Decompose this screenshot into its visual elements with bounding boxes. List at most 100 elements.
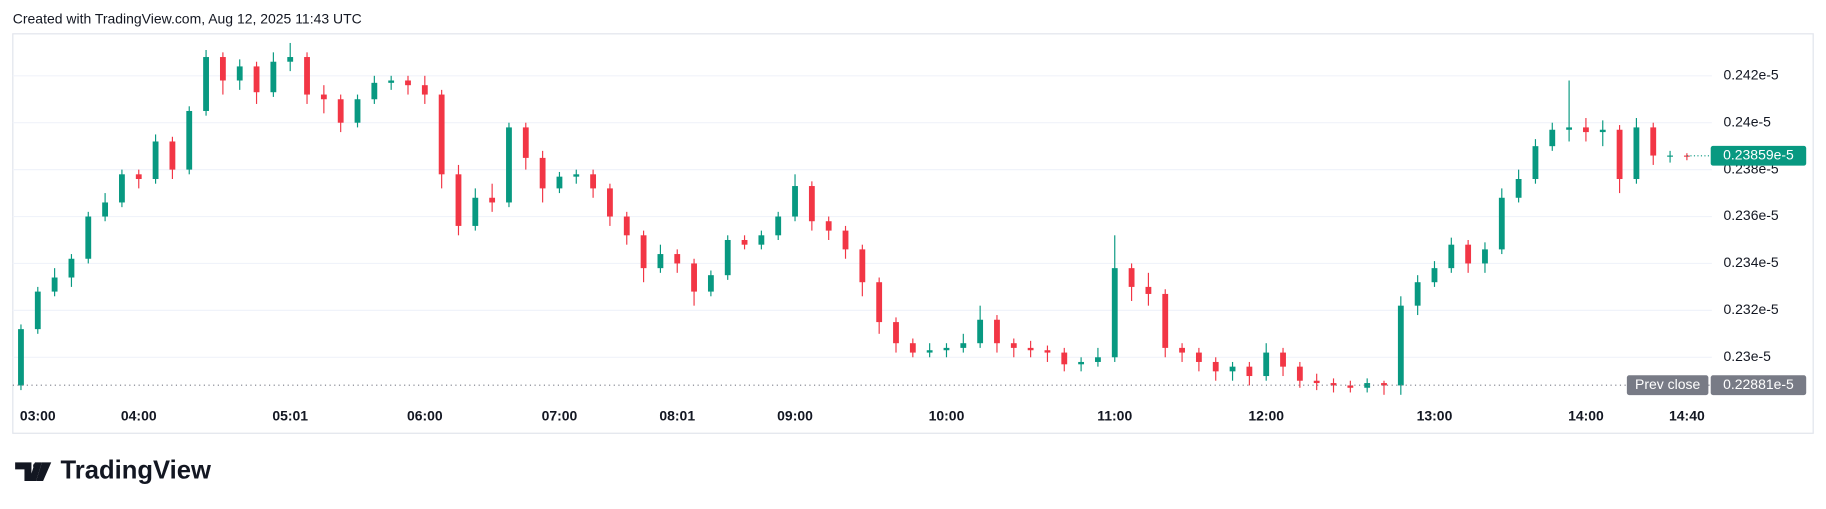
candle-body (707, 275, 714, 292)
candle-body (371, 82, 378, 100)
candle-body (152, 141, 159, 180)
candle-body (1381, 383, 1387, 386)
y-tick-label: 0.242e-5 (1724, 66, 1779, 82)
y-tick-label: 0.23e-5 (1724, 348, 1772, 364)
x-tick-label: 07:00 (542, 408, 578, 424)
candle-body (1414, 282, 1421, 306)
y-tick-label: 0.234e-5 (1724, 254, 1779, 270)
candle-body (1095, 357, 1101, 362)
x-tick-label: 05:01 (272, 408, 308, 424)
candle-body (590, 174, 597, 189)
candle-body (1566, 127, 1573, 130)
candle-body (1162, 293, 1169, 348)
candle-body (1044, 350, 1051, 353)
candle-body (1229, 366, 1236, 372)
brand-name: TradingView (61, 456, 211, 484)
candle-body (994, 319, 1000, 344)
candle-body (1280, 352, 1286, 367)
candle-body (1347, 385, 1354, 388)
x-tick-label: 14:40 (1669, 408, 1705, 424)
candle-body (102, 202, 109, 217)
candle-body (1616, 129, 1623, 180)
candle-body (1599, 129, 1606, 133)
candle-body (186, 110, 193, 170)
candle-body (808, 186, 815, 222)
x-tick-label: 13:00 (1417, 408, 1453, 424)
candle-body (758, 235, 765, 245)
chart-frame (12, 33, 1814, 434)
candle-body (119, 174, 125, 203)
candle-body (1633, 127, 1640, 180)
candle-body (304, 57, 310, 95)
candle-body (775, 216, 782, 236)
candle-body (1482, 249, 1488, 264)
candle-body (1397, 305, 1404, 386)
candle-body (741, 239, 748, 245)
x-tick-label: 10:00 (929, 408, 965, 424)
x-tick-label: 14:00 (1568, 408, 1604, 424)
candle-body (337, 99, 344, 123)
candle-body (169, 141, 176, 170)
candle-body (691, 263, 697, 292)
candle-body (977, 319, 984, 344)
candle-body (1364, 383, 1371, 388)
x-tick-label: 03:00 (20, 408, 56, 424)
candle-body (506, 127, 512, 203)
candle-body (1246, 366, 1253, 377)
candle-body (18, 329, 24, 386)
candle-body (1212, 361, 1219, 372)
last-price-value: 0.23859e-5 (1723, 146, 1794, 162)
candle-body (960, 343, 967, 348)
prev-close-badge (1710, 375, 1807, 396)
candle-body (623, 216, 630, 236)
candle-body (472, 197, 479, 226)
prev-close-name: Prev close (1635, 376, 1700, 392)
candle-body (203, 57, 209, 111)
candle-body (1078, 361, 1085, 365)
candle-body (943, 347, 950, 351)
candle-body (219, 57, 226, 81)
caption: Created with TradingView.com, Aug 12, 20… (13, 11, 362, 27)
candle-body (405, 80, 411, 86)
candle-body (1583, 127, 1589, 133)
candle-body (1145, 286, 1152, 294)
x-tick-label: 04:00 (121, 408, 157, 424)
candle-body (68, 258, 75, 278)
candle-body (85, 216, 92, 259)
candle-body (1650, 127, 1657, 156)
candle-body (270, 61, 277, 93)
candle-body (1667, 155, 1673, 157)
candle-body (34, 291, 41, 330)
x-tick-label: 11:00 (1097, 408, 1132, 424)
candle-body (640, 235, 647, 269)
candle-body (1330, 383, 1337, 386)
candle-body (1195, 352, 1202, 362)
candle-body (135, 174, 142, 180)
x-tick-label: 08:01 (659, 408, 695, 424)
candle-body (388, 80, 395, 83)
candle-body (421, 85, 428, 95)
candle-body (1296, 366, 1303, 381)
candle-body (556, 176, 563, 189)
candle-body (1313, 380, 1320, 384)
candle-body (926, 350, 933, 353)
candle-body (1498, 197, 1505, 250)
candle-body (607, 188, 613, 217)
candle-body (1448, 244, 1455, 269)
candle-body (1128, 268, 1135, 287)
y-tick-label: 0.232e-5 (1724, 301, 1779, 317)
x-tick-label: 06:00 (407, 408, 443, 424)
candle-body (573, 174, 580, 177)
candle-body (724, 239, 731, 276)
candle-body (1465, 244, 1472, 264)
candle-body (438, 94, 445, 175)
candle-body (236, 66, 243, 81)
candle-body (489, 197, 496, 203)
candle-body (1179, 347, 1185, 353)
candle-body (1532, 146, 1539, 180)
candle-body (1431, 268, 1438, 283)
candle-body (455, 174, 462, 226)
candle-body (1263, 352, 1270, 377)
